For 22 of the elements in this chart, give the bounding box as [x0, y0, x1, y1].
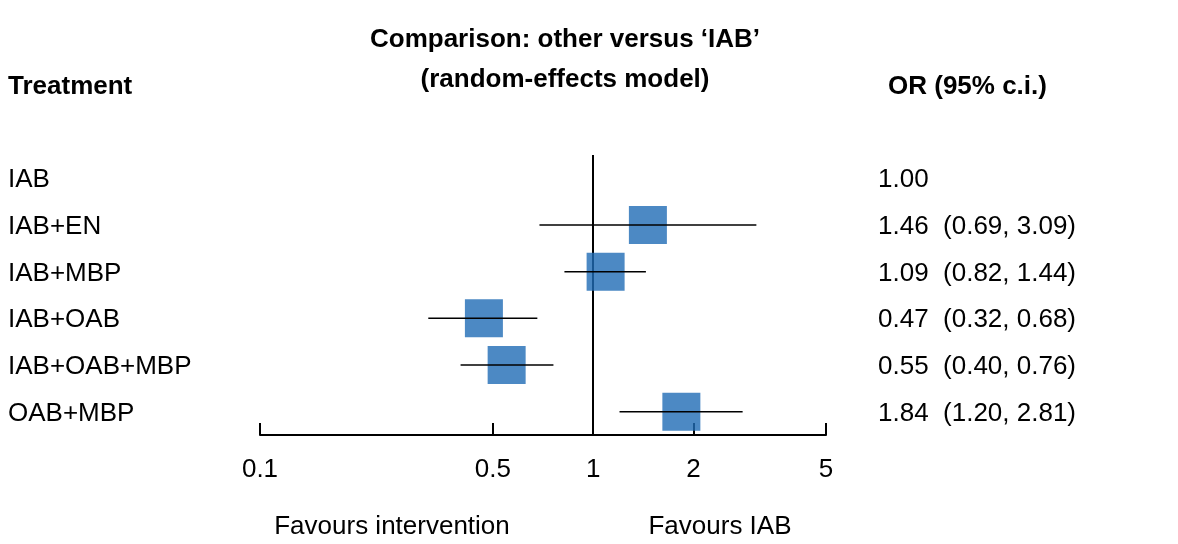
x-tick-label: 0.1 [241, 453, 279, 483]
text: 1.00 [878, 163, 929, 194]
data-label: 0.47 (0.32, 0.68) [878, 303, 1077, 334]
text: Favours IAB [648, 510, 792, 540]
x-tick-label: 5 [818, 453, 834, 483]
y-axis-title: Treatment [8, 70, 133, 100]
y-tick-label: OAB+MBP [8, 396, 135, 427]
chart-title: Comparison: other versus ‘IAB’ (random-effects model) [369, 23, 761, 93]
y-tick-label: IAB+EN [8, 210, 102, 240]
text: Favours intervention [274, 510, 510, 540]
y-tick-label: IAB [8, 163, 50, 194]
data-label: 0.55 (0.40, 0.76) [878, 350, 1077, 380]
x-tick-label: 0.5 [474, 453, 511, 483]
y-tick-label: IAB+OAB [8, 303, 120, 334]
data-label: 1.84 (1.20, 2.81) [878, 396, 1077, 427]
text: OR (95% c.i.) [888, 70, 1047, 100]
y-tick-label: IAB+OAB+MBP [8, 350, 192, 380]
data-label: 1.46 (0.69, 3.09) [878, 210, 1077, 240]
x-tick-label: 1 [585, 453, 601, 483]
x-tick-label: 2 [686, 453, 701, 483]
y-tick-label: IAB+MBP [8, 256, 122, 287]
data-label: 1.09 (0.82, 1.44) [878, 256, 1077, 287]
